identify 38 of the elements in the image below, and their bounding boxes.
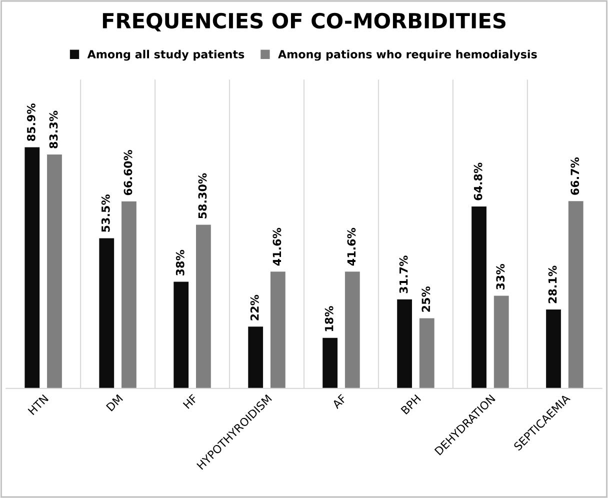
x-tick-label: HF bbox=[182, 394, 198, 409]
data-label: 31.7% bbox=[399, 256, 408, 294]
legend-label: Among all study patients bbox=[87, 50, 244, 61]
chart-title: FREQUENCIES OF CO-MORBIDITIES bbox=[102, 12, 506, 32]
data-label: 22% bbox=[250, 294, 259, 320]
data-label: 66.7% bbox=[570, 157, 580, 195]
bar bbox=[122, 201, 136, 388]
data-label: 41.6% bbox=[347, 228, 356, 266]
bar bbox=[419, 318, 434, 388]
data-label: 58.30% bbox=[198, 173, 207, 218]
x-tick-label: DM bbox=[106, 394, 124, 412]
bar bbox=[24, 147, 40, 388]
legend-label: Among pations who require hemodialysis bbox=[278, 50, 537, 61]
data-label: 53.5% bbox=[101, 194, 110, 232]
bar bbox=[99, 238, 114, 388]
data-label: 28.1% bbox=[548, 266, 557, 304]
data-label: 38% bbox=[176, 250, 184, 276]
data-label: 33% bbox=[496, 264, 505, 290]
data-label: 85.9% bbox=[26, 103, 36, 141]
bar bbox=[196, 224, 211, 388]
bar bbox=[472, 206, 486, 388]
bar bbox=[397, 299, 412, 388]
bar bbox=[174, 282, 189, 388]
data-label: 25% bbox=[422, 286, 430, 312]
bar bbox=[344, 272, 360, 388]
bar bbox=[270, 272, 286, 388]
bar bbox=[47, 154, 62, 388]
data-label: 18% bbox=[324, 306, 334, 332]
x-tick-label: AF bbox=[332, 394, 347, 410]
bar bbox=[568, 201, 584, 388]
data-label: 64.8% bbox=[474, 162, 482, 200]
bar bbox=[494, 296, 509, 388]
bar bbox=[546, 310, 561, 388]
data-label: 41.6% bbox=[272, 228, 282, 266]
bar bbox=[322, 338, 338, 388]
data-label: 66.60% bbox=[124, 150, 132, 196]
bar bbox=[248, 326, 264, 388]
data-label: 83.3% bbox=[49, 110, 58, 148]
